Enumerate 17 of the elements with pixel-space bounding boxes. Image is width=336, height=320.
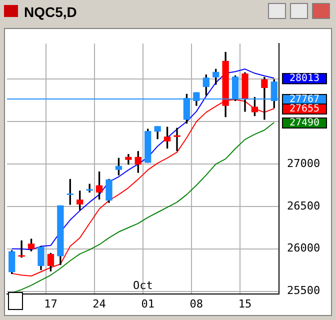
data-label: 27655 [289,104,320,115]
data-label: 28013 [289,73,320,84]
annotation: Oct [133,279,153,292]
data-label: 27490 [289,118,320,129]
y-tick-label: 25500 [287,284,320,298]
candlestick [86,184,93,193]
x-tick-label: 01 [141,297,154,310]
x-tick-label: 08 [190,297,204,310]
x-tick-label: 17 [44,297,58,310]
candlestick [174,128,180,152]
y-tick-label: 27000 [287,156,320,170]
x-tick-label: 24 [92,297,106,310]
x-tick-label: 15 [238,297,252,310]
chart-title: NQC5,D [24,4,77,20]
ref-line-label: 27767 [289,94,320,106]
y-tick-label: 26000 [287,242,320,255]
y-tick-label: 26500 [287,199,320,212]
